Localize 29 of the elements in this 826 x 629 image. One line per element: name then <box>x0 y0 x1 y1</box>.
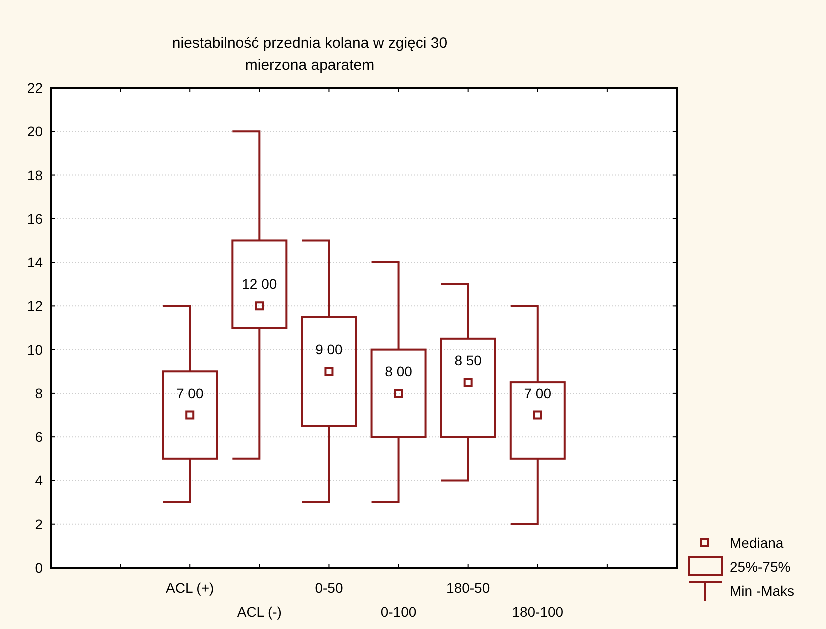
annotation: 7 00 <box>524 385 552 402</box>
annotation: 8 00 <box>385 363 413 380</box>
y-tick-label: 12 <box>27 298 44 314</box>
y-tick-label: 4 <box>35 472 44 489</box>
y-tick-label: 8 <box>35 385 44 402</box>
annotation: 7 00 <box>176 385 204 402</box>
x-tick-label: ACL (-) <box>237 604 282 620</box>
y-tick-label: 20 <box>27 124 44 140</box>
y-tick-label: 18 <box>27 167 44 184</box>
y-tick-label: 16 <box>27 210 44 227</box>
text: Min -Maks <box>730 583 795 599</box>
text: 25%-75% <box>730 559 791 575</box>
y-tick-label: 2 <box>35 516 44 532</box>
y-tick-label: 0 <box>35 560 44 576</box>
x-tick-label: 180-100 <box>512 604 564 620</box>
x-tick-label: 180-50 <box>446 580 490 596</box>
chart-subtitle: mierzona aparatem <box>245 57 375 74</box>
annotation: 8 50 <box>454 352 482 369</box>
y-tick-label: 10 <box>27 342 44 358</box>
chart-title: niestabilność przednia kolana w zgięci 30 <box>172 35 448 52</box>
y-tick-label: 6 <box>35 429 44 446</box>
x-tick-label: ACL (+) <box>166 580 214 596</box>
text: Mediana <box>730 535 784 551</box>
y-tick-label: 22 <box>27 80 44 96</box>
annotation: 12 00 <box>242 276 278 292</box>
x-tick-label: 0-50 <box>315 580 344 596</box>
annotation: 9 00 <box>316 342 344 358</box>
y-tick-label: 14 <box>27 254 44 271</box>
x-tick-label: 0-100 <box>380 604 417 620</box>
